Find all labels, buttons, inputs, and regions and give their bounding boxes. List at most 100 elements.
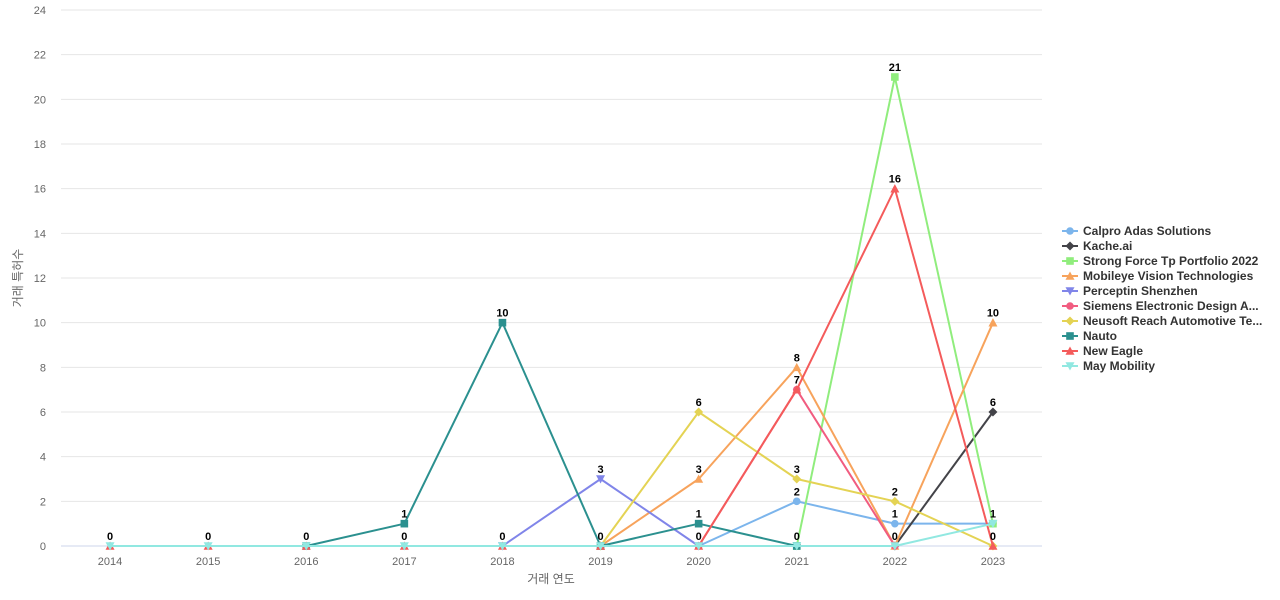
data-label: 0 [597, 531, 603, 543]
data-label: 1 [401, 509, 407, 521]
data-point [694, 519, 703, 528]
y-tick-label: 14 [34, 228, 46, 240]
x-tick-label: 2019 [588, 556, 612, 568]
legend-item[interactable]: Perceptin Shenzhen [1062, 284, 1198, 298]
legend-item[interactable]: New Eagle [1062, 344, 1143, 358]
data-point [890, 184, 900, 193]
data-point [988, 407, 998, 417]
y-tick-label: 2 [40, 496, 46, 508]
data-label: 6 [696, 397, 702, 409]
data-label: 7 [794, 375, 800, 387]
x-tick-label: 2018 [490, 556, 514, 568]
legend-item[interactable]: Kache.ai [1062, 239, 1132, 253]
legend-item[interactable]: Strong Force Tp Portfolio 2022 [1062, 254, 1259, 268]
legend-label: Strong Force Tp Portfolio 2022 [1083, 254, 1259, 268]
y-axis-title: 거래 특허수 [11, 249, 25, 308]
data-label: 10 [987, 308, 999, 320]
y-tick-label: 0 [40, 541, 46, 553]
data-point [890, 496, 900, 506]
data-label: 10 [496, 308, 508, 320]
legend-item[interactable]: May Mobility [1062, 359, 1155, 373]
data-label: 3 [794, 464, 800, 476]
series-strong-force-tp-portfolio-2022 [792, 73, 997, 550]
y-tick-label: 22 [34, 50, 46, 62]
x-tick-label: 2021 [785, 556, 809, 568]
legend-label: Mobileye Vision Technologies [1083, 269, 1254, 283]
data-point [792, 542, 802, 551]
legend-label: New Eagle [1083, 344, 1143, 358]
data-point [792, 385, 802, 394]
data-point [988, 541, 998, 550]
grid-lines [61, 9, 1042, 547]
data-label: 8 [794, 352, 800, 364]
y-tick-label: 18 [34, 139, 46, 151]
legend-item[interactable]: Mobileye Vision Technologies [1062, 269, 1254, 283]
data-label: 1 [696, 509, 702, 521]
y-tick-label: 6 [40, 407, 46, 419]
legend-symbol [1066, 302, 1074, 310]
data-label: 21 [889, 62, 901, 74]
legend-label: Neusoft Reach Automotive Te... [1083, 314, 1262, 328]
y-tick-label: 24 [34, 5, 46, 17]
y-tick-label: 10 [34, 318, 46, 330]
series-line [698, 500, 993, 547]
y-tick-label: 12 [34, 273, 46, 285]
x-tick-label: 2014 [98, 556, 122, 568]
data-point [105, 542, 115, 551]
legend-symbol [1066, 227, 1074, 235]
data-point [988, 519, 998, 529]
legend-symbol [1065, 287, 1075, 296]
y-tick-label: 16 [34, 184, 46, 196]
data-label: 2 [892, 486, 898, 498]
x-tick-label: 2023 [981, 556, 1005, 568]
data-label: 6 [990, 397, 996, 409]
data-label: 0 [401, 531, 407, 543]
data-point [792, 497, 801, 506]
data-point [498, 318, 507, 327]
series-line [306, 321, 797, 547]
data-label: 0 [892, 531, 898, 543]
data-point [890, 542, 900, 551]
legend-symbol [1065, 362, 1075, 371]
data-label: 0 [794, 531, 800, 543]
legend-symbol [1065, 241, 1075, 251]
data-label: 0 [990, 531, 996, 543]
data-point [891, 519, 899, 528]
y-tick-label: 20 [34, 94, 46, 106]
data-label: 0 [205, 531, 211, 543]
data-point [988, 318, 998, 327]
legend-label: Calpro Adas Solutions [1083, 224, 1212, 238]
legend-item[interactable]: Nauto [1062, 329, 1117, 343]
legend-item[interactable]: Calpro Adas Solutions [1062, 224, 1212, 238]
legend-label: May Mobility [1083, 359, 1155, 373]
x-tick-label: 2017 [392, 556, 416, 568]
x-axis-ticks: 2014 2015 2016 2017 2018 2019 2020 2021 2022 2023 [98, 556, 1005, 568]
data-label: 1 [892, 509, 898, 521]
legend-label: Siemens Electronic Design A... [1083, 299, 1259, 313]
data-label: 2 [794, 486, 800, 498]
legend-item[interactable]: Neusoft Reach Automotive Te... [1062, 314, 1262, 328]
legend-symbol [1066, 332, 1074, 340]
data-point [400, 519, 409, 528]
x-tick-label: 2015 [196, 556, 220, 568]
legend-item[interactable]: Siemens Electronic Design A... [1062, 299, 1259, 313]
series-calpro-adas-solutions [694, 497, 997, 550]
data-label: 3 [696, 464, 702, 476]
series-line [110, 522, 994, 547]
data-point [694, 474, 704, 483]
legend-label: Nauto [1083, 329, 1117, 343]
data-point [399, 542, 409, 551]
data-label: 0 [107, 531, 113, 543]
legend-symbol [1065, 271, 1075, 280]
legend-symbol [1065, 316, 1075, 326]
series-lines [105, 73, 998, 551]
data-point [497, 542, 507, 551]
y-tick-label: 4 [40, 452, 46, 464]
legend-symbol [1066, 257, 1074, 265]
series-neusoft-reach-automotive-te [596, 407, 998, 551]
data-point [301, 542, 311, 551]
data-label: 0 [696, 531, 702, 543]
data-point [792, 474, 802, 484]
